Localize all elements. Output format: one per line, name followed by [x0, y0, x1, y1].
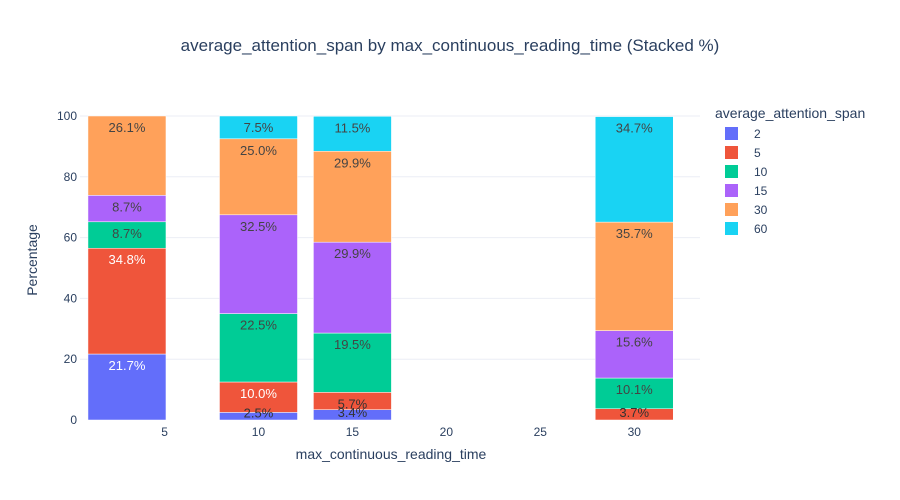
- legend-items: 2 5 10 15 30 60: [725, 127, 768, 236]
- legend-swatch: [725, 165, 738, 178]
- data-label: 34.8%: [109, 252, 146, 267]
- data-label: 7.5%: [244, 120, 274, 135]
- data-label: 2.5%: [244, 406, 274, 421]
- data-label: 21.7%: [109, 358, 146, 373]
- data-label: 22.5%: [240, 318, 277, 333]
- bar-segment: [87, 115, 167, 196]
- legend-label: 5: [754, 146, 761, 160]
- x-axis-title: max_continuous_reading_time: [296, 446, 487, 462]
- bar-segment: [87, 247, 167, 355]
- x-tick-label: 30: [628, 425, 642, 439]
- legend-swatch: [725, 127, 738, 140]
- legend-label: 30: [754, 203, 768, 217]
- legend-swatch: [725, 184, 738, 197]
- data-label: 3.4%: [338, 405, 368, 420]
- data-label: 29.9%: [334, 155, 371, 170]
- x-tick-label: 25: [534, 425, 548, 439]
- bar-segment: [313, 116, 392, 152]
- legend-item[interactable]: 5: [725, 146, 761, 160]
- legend-label: 15: [754, 184, 768, 198]
- bar-segment: [87, 353, 167, 421]
- x-tick-label: 15: [346, 425, 360, 439]
- y-tick-label: 60: [64, 231, 78, 245]
- bar-segment: [594, 377, 674, 410]
- x-tick-label: 5: [161, 425, 168, 439]
- legend-label: 60: [754, 222, 768, 236]
- y-tick-label: 0: [70, 413, 77, 427]
- legend-item[interactable]: 30: [725, 203, 768, 217]
- legend-item[interactable]: 15: [725, 184, 768, 198]
- data-label: 5.7%: [338, 396, 368, 411]
- data-label: 32.5%: [240, 219, 277, 234]
- chart-title: average_attention_span by max_continuous…: [181, 36, 720, 55]
- legend-label: 2: [754, 127, 761, 141]
- y-tick-label: 40: [64, 291, 78, 305]
- x-tick-label: 10: [252, 425, 266, 439]
- x-axis-ticks: 5 10 15 20 25 30: [161, 425, 641, 439]
- data-label: 25.0%: [240, 143, 277, 158]
- y-axis-ticks: 0 20 40 60 80 100: [57, 109, 77, 427]
- y-tick-label: 80: [64, 170, 78, 184]
- bar-segment: [594, 221, 674, 331]
- legend-swatch: [725, 203, 738, 216]
- data-label: 26.1%: [109, 120, 146, 135]
- data-label: 11.5%: [334, 120, 370, 135]
- bar-segment: [594, 330, 674, 379]
- data-label: 34.7%: [616, 121, 653, 136]
- legend-swatch: [725, 146, 738, 159]
- bar-segment: [219, 214, 298, 314]
- legend-item[interactable]: 10: [725, 165, 768, 179]
- bar-segment: [219, 138, 298, 216]
- legend-swatch: [725, 222, 738, 235]
- data-label: 15.6%: [616, 335, 653, 350]
- y-tick-label: 20: [64, 352, 78, 366]
- data-label: 29.9%: [334, 246, 371, 261]
- bar-segment: [313, 241, 392, 334]
- bar-segment: [219, 313, 298, 383]
- y-axis-title: Percentage: [24, 224, 40, 296]
- bar-segment: [313, 332, 392, 393]
- segment-labels: 21.7% 34.8% 8.7% 8.7% 26.1% 2.5% 10.0% 22.5% 32.…: [109, 120, 654, 421]
- data-label: 10.1%: [616, 382, 653, 397]
- legend-item[interactable]: 60: [725, 222, 768, 236]
- legend: average_attention_span 2 5 10 15 30 60: [715, 105, 865, 236]
- legend-title: average_attention_span: [715, 105, 865, 121]
- data-label: 19.5%: [334, 337, 371, 352]
- data-label: 8.7%: [112, 226, 142, 241]
- data-label: 35.7%: [616, 226, 653, 241]
- data-label: 10.0%: [240, 386, 277, 401]
- x-tick-label: 20: [440, 425, 454, 439]
- data-label: 3.7%: [619, 405, 649, 420]
- bar-segment: [219, 381, 298, 413]
- bar-segment: [594, 116, 674, 223]
- legend-label: 10: [754, 165, 768, 179]
- bar-segment: [219, 115, 298, 140]
- data-label: 8.7%: [112, 199, 142, 214]
- bar-segments: [87, 115, 674, 421]
- bar-segment: [313, 151, 392, 243]
- y-tick-label: 100: [57, 109, 77, 123]
- legend-item[interactable]: 2: [725, 127, 761, 141]
